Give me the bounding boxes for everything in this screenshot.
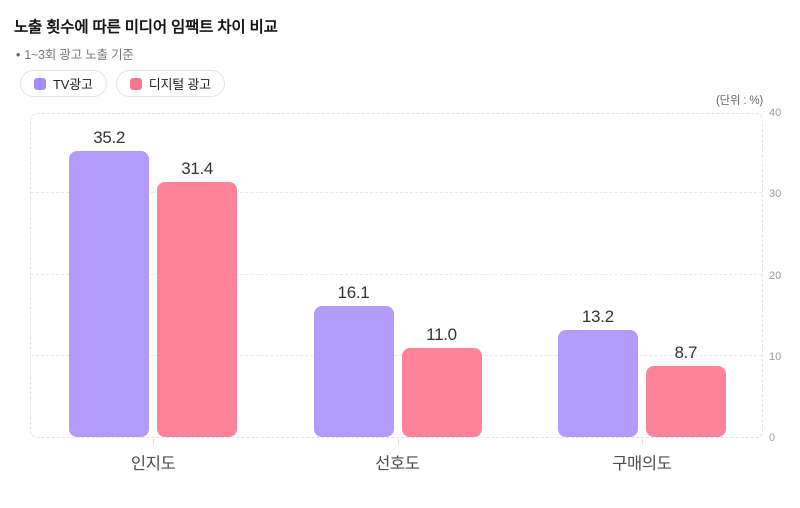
bar-digital-2[interactable] xyxy=(645,366,726,437)
plot-area: 35.2 31.4 인지도 16.1 11.0 선호도 13.2 8.7 구매의도 xyxy=(30,113,763,473)
y-axis-tick-label: 0 xyxy=(769,432,776,444)
bar-value-label: 11.0 xyxy=(426,324,457,344)
gridline xyxy=(31,273,762,275)
tv-swatch-icon xyxy=(34,77,46,90)
chart-subtitle-text: 1~3회 광고 노출 기준 xyxy=(24,48,134,62)
y-axis-tick-label: 10 xyxy=(769,350,782,363)
category-label-2: 구매의도 xyxy=(612,455,672,473)
unit-label: (단위 : %) xyxy=(715,95,763,107)
bar-digital-1[interactable] xyxy=(401,347,482,437)
x-axis-tick xyxy=(153,439,155,444)
bar-tv-0[interactable] xyxy=(69,151,150,437)
legend-item-digital-label: 디지털 광고 xyxy=(148,77,211,92)
category-label-1: 선호도 xyxy=(375,455,420,473)
chart-title: 노출 횟수에 따른 미디어 임팩트 차이 비교 xyxy=(14,19,278,36)
bar-tv-1[interactable] xyxy=(313,306,394,437)
bar-value-label: 13.2 xyxy=(581,306,614,326)
y-axis-tick-label: 40 xyxy=(769,107,782,119)
legend-item-digital[interactable]: 디지털 광고 xyxy=(115,70,225,97)
category-label-0: 인지도 xyxy=(130,455,176,473)
legend-item-tv-label: TV광고 xyxy=(53,77,93,92)
bar-digital-0[interactable] xyxy=(157,181,238,437)
bar-tv-2[interactable] xyxy=(557,329,638,437)
bar-value-label: 31.4 xyxy=(181,158,214,178)
x-axis-tick xyxy=(397,439,399,444)
bar-value-label: 8.7 xyxy=(674,343,698,363)
bullet-icon: • xyxy=(16,48,21,62)
x-axis-tick xyxy=(641,439,643,444)
gridline xyxy=(31,192,762,194)
legend-item-tv[interactable]: TV광고 xyxy=(20,70,107,97)
bar-value-label: 16.1 xyxy=(337,283,370,303)
bar-value-label: 35.2 xyxy=(93,128,126,147)
y-axis-tick-label: 20 xyxy=(769,269,782,282)
gridline xyxy=(31,354,762,356)
chart-subtitle: • 1~3회 광고 노출 기준 xyxy=(16,44,134,63)
digital-swatch-icon xyxy=(129,77,142,90)
legend: TV광고 디지털 광고 xyxy=(20,70,225,97)
y-axis-tick-label: 30 xyxy=(769,188,782,201)
